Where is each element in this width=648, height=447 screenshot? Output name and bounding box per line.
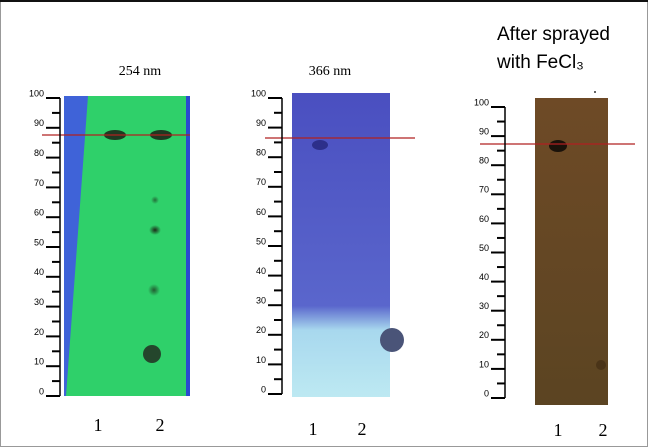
ruler-label: 90 (479, 126, 489, 136)
lane-label: 1 (94, 415, 103, 435)
plate-edge (64, 96, 88, 396)
ruler-label: 50 (479, 243, 489, 253)
ruler-label: 10 (479, 359, 489, 369)
plate-254 (42, 96, 190, 396)
plate-366 (265, 93, 415, 397)
panel-title: After sprayed (497, 24, 610, 45)
lane-label: 1 (309, 419, 318, 439)
ruler-label: 80 (479, 156, 489, 166)
ruler-label: 90 (34, 118, 44, 128)
ruler-label: 100 (474, 97, 489, 107)
dot (594, 91, 596, 93)
spot (596, 360, 606, 370)
artifact (380, 328, 404, 352)
plate-edge (186, 96, 190, 396)
ruler-label: 40 (479, 272, 489, 282)
ruler-label: 10 (256, 355, 266, 365)
spot (149, 225, 161, 235)
ruler-label: 40 (256, 266, 266, 276)
plate (535, 98, 608, 405)
spot (151, 196, 159, 204)
ruler-label: 0 (39, 386, 44, 396)
ruler-label: 100 (251, 88, 266, 98)
ruler-label: 70 (479, 185, 489, 195)
ruler-label: 60 (34, 208, 44, 218)
panel-title: 366 nm (309, 64, 352, 79)
ruler-label: 60 (256, 207, 266, 217)
panel-title: with FeCl₃ (496, 52, 584, 73)
ruler-label: 0 (261, 384, 266, 394)
spot (148, 284, 160, 296)
plate (64, 96, 189, 396)
panel-title: 254 nm (119, 64, 162, 79)
ruler-label: 100 (29, 88, 44, 98)
spot (312, 140, 328, 150)
ruler-label: 20 (256, 325, 266, 335)
ruler-label: 0 (484, 388, 489, 398)
plate-fecl3 (480, 91, 635, 405)
ruler-label: 10 (34, 357, 44, 367)
lane-label: 2 (358, 419, 367, 439)
ruler-label: 80 (34, 148, 44, 158)
ruler-label: 50 (34, 237, 44, 247)
ruler-label: 30 (34, 297, 44, 307)
plate (292, 93, 390, 397)
ruler-label: 30 (256, 296, 266, 306)
ruler-label: 30 (479, 301, 489, 311)
ruler-label: 70 (256, 177, 266, 187)
ruler-label: 70 (34, 178, 44, 188)
lane-label: 2 (156, 415, 165, 435)
spot (549, 140, 567, 152)
ruler-label: 20 (34, 327, 44, 337)
lane-label: 2 (599, 420, 608, 440)
spot (143, 345, 161, 363)
ruler-label: 40 (34, 267, 44, 277)
ruler-label: 60 (479, 214, 489, 224)
ruler-label: 80 (256, 148, 266, 158)
lane-label: 1 (554, 420, 563, 440)
ruler-label: 90 (256, 118, 266, 128)
ruler-label: 50 (256, 236, 266, 246)
ruler-label: 20 (479, 330, 489, 340)
